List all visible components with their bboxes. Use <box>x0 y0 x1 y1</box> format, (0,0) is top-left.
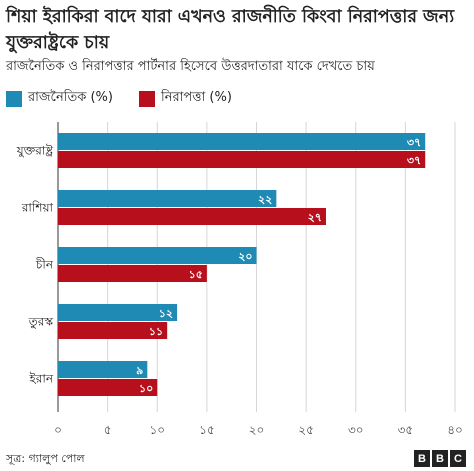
bbc-logo-letter: B <box>432 450 448 467</box>
bar <box>58 265 207 282</box>
bar <box>58 322 168 339</box>
legend-swatch-political <box>6 90 22 107</box>
bar-value-label: ২০ <box>238 250 252 263</box>
bbc-logo-letter: B <box>414 450 430 467</box>
x-tick-label: ১৫ <box>199 423 215 437</box>
bar <box>58 190 277 207</box>
category-label: তুরস্ক <box>28 315 54 330</box>
chart-legend: রাজনৈতিক (%) নিরাপত্তা (%) <box>6 88 232 109</box>
bar-value-label: ২২ <box>258 193 272 206</box>
bar <box>58 151 426 168</box>
x-tick-label: ২৫ <box>298 423 314 437</box>
x-tick-label: ৫ <box>104 423 112 437</box>
bar-value-label: ১১ <box>149 325 163 338</box>
bar-value-label: ১৫ <box>189 268 203 281</box>
bar <box>58 208 326 225</box>
legend-label-political: রাজনৈতিক (%) <box>28 90 113 105</box>
legend-item-political: রাজনৈতিক (%) <box>6 88 113 109</box>
category-label: রাশিয়া <box>21 201 54 215</box>
category-label: ইরান <box>29 372 54 386</box>
x-tick-label: ২০ <box>249 423 265 437</box>
bar-value-label: ৩৭ <box>407 136 421 149</box>
x-tick-label: ৪০ <box>447 423 463 437</box>
category-label: চীন <box>35 258 54 272</box>
bar <box>58 379 158 396</box>
legend-label-security: নিরাপত্তা (%) <box>160 90 232 105</box>
bbc-logo-letter: C <box>450 450 466 467</box>
x-tick-label: ০ <box>54 423 62 437</box>
chart-title: শিয়া ইরাকিরা বাদে যারা এখনও রাজনীতি কিং… <box>6 7 455 53</box>
x-tick-label: ১০ <box>149 423 165 437</box>
bar-value-label: ৩৭ <box>407 154 421 167</box>
bar <box>58 247 257 264</box>
bar-value-label: ১০ <box>139 382 153 395</box>
x-tick-label: ৩০ <box>348 423 364 437</box>
source-note: সূত্র: গ্যালুপ পোল <box>6 452 85 465</box>
legend-item-security: নিরাপত্তা (%) <box>138 88 232 109</box>
x-tick-label: ৩৫ <box>398 423 414 437</box>
legend-swatch-security <box>138 90 155 107</box>
bar <box>58 133 426 150</box>
bbc-logo: B B C <box>414 450 466 467</box>
bar-value-label: ১২ <box>159 307 173 320</box>
bar-value-label: ৯ <box>136 364 143 377</box>
bar <box>58 361 148 378</box>
category-label: যুক্তরাষ্ট্র <box>16 144 54 159</box>
chart-subtitle: রাজনৈতিক ও নিরাপত্তার পার্টনার হিসেবে উত… <box>6 59 375 74</box>
bar <box>58 304 178 321</box>
bar-value-label: ২৭ <box>308 211 322 224</box>
